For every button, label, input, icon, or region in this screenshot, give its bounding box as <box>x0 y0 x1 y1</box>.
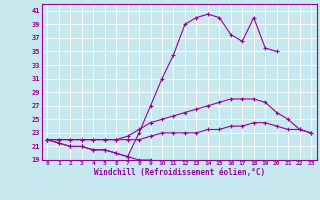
X-axis label: Windchill (Refroidissement éolien,°C): Windchill (Refroidissement éolien,°C) <box>94 168 265 177</box>
